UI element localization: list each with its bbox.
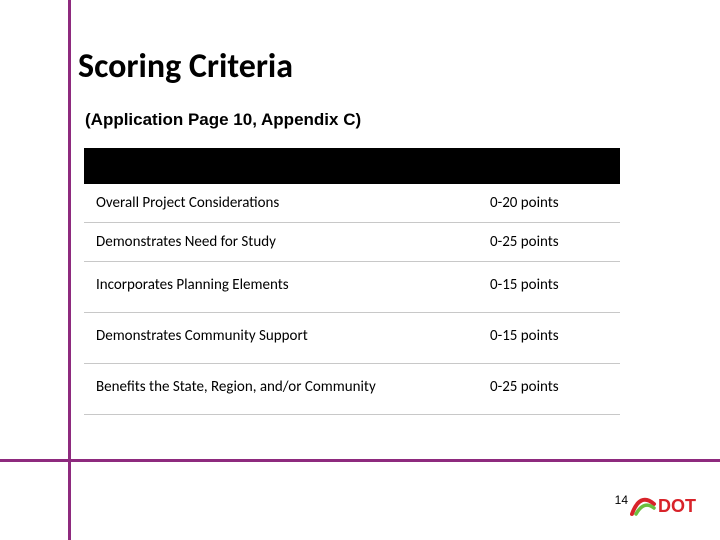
slide: Scoring Criteria (Application Page 10, A…: [0, 0, 720, 540]
criteria-cell: Benefits the State, Region, and/or Commu…: [84, 364, 478, 415]
scoring-table: Overall Project Considerations 0-20 poin…: [84, 148, 620, 415]
criteria-cell: Incorporates Planning Elements: [84, 262, 478, 313]
criteria-cell: Overall Project Considerations: [84, 184, 478, 223]
points-cell: 0-15 points: [478, 313, 620, 364]
table-row: Incorporates Planning Elements 0-15 poin…: [84, 262, 620, 313]
table-header-row: [84, 148, 620, 184]
table-row: Overall Project Considerations 0-20 poin…: [84, 184, 620, 223]
points-cell: 0-20 points: [478, 184, 620, 223]
points-cell: 0-15 points: [478, 262, 620, 313]
adot-logo: DOT: [630, 490, 708, 518]
table-row: Demonstrates Community Support 0-15 poin…: [84, 313, 620, 364]
points-cell: 0-25 points: [478, 364, 620, 415]
page-subtitle: (Application Page 10, Appendix C): [85, 110, 361, 130]
points-cell: 0-25 points: [478, 223, 620, 262]
page-number: 14: [615, 493, 628, 507]
table-header-blank-points: [478, 148, 620, 184]
criteria-cell: Demonstrates Need for Study: [84, 223, 478, 262]
page-title: Scoring Criteria: [78, 46, 293, 87]
svg-text:DOT: DOT: [658, 496, 696, 516]
table-header-blank-criteria: [84, 148, 478, 184]
table-row: Demonstrates Need for Study 0-25 points: [84, 223, 620, 262]
table-row: Benefits the State, Region, and/or Commu…: [84, 364, 620, 415]
criteria-cell: Demonstrates Community Support: [84, 313, 478, 364]
horizontal-rule: [0, 459, 720, 462]
